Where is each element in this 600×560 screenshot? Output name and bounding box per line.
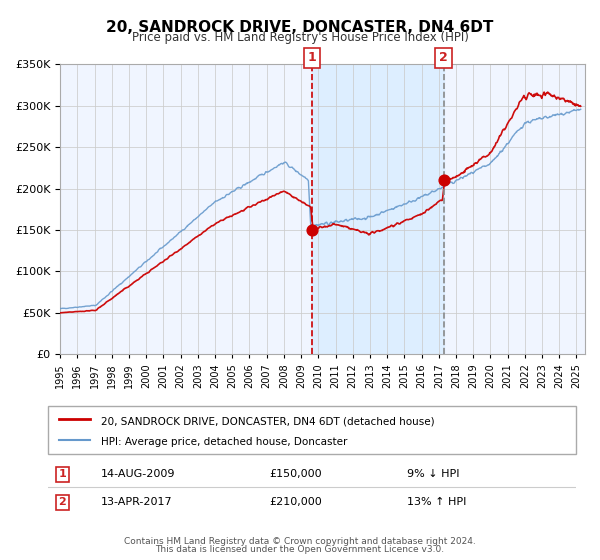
Text: This data is licensed under the Open Government Licence v3.0.: This data is licensed under the Open Gov…: [155, 545, 445, 554]
Text: £150,000: £150,000: [270, 469, 322, 479]
FancyBboxPatch shape: [48, 406, 576, 454]
Text: 1: 1: [59, 469, 67, 479]
Text: 13% ↑ HPI: 13% ↑ HPI: [407, 497, 466, 507]
Text: Contains HM Land Registry data © Crown copyright and database right 2024.: Contains HM Land Registry data © Crown c…: [124, 537, 476, 546]
Point: [439, 176, 448, 185]
Text: 14-AUG-2009: 14-AUG-2009: [101, 469, 175, 479]
Bar: [312, 64, 443, 354]
Text: 9% ↓ HPI: 9% ↓ HPI: [407, 469, 460, 479]
Text: 2: 2: [59, 497, 67, 507]
Text: 20, SANDROCK DRIVE, DONCASTER, DN4 6DT (detached house): 20, SANDROCK DRIVE, DONCASTER, DN4 6DT (…: [101, 416, 434, 426]
Text: 2: 2: [439, 52, 448, 64]
Text: HPI: Average price, detached house, Doncaster: HPI: Average price, detached house, Donc…: [101, 437, 347, 447]
Text: Price paid vs. HM Land Registry's House Price Index (HPI): Price paid vs. HM Land Registry's House …: [131, 31, 469, 44]
Text: £210,000: £210,000: [270, 497, 323, 507]
Text: 20, SANDROCK DRIVE, DONCASTER, DN4 6DT: 20, SANDROCK DRIVE, DONCASTER, DN4 6DT: [106, 20, 494, 35]
Text: 1: 1: [307, 52, 316, 64]
Text: 13-APR-2017: 13-APR-2017: [101, 497, 172, 507]
Point: [307, 226, 317, 235]
